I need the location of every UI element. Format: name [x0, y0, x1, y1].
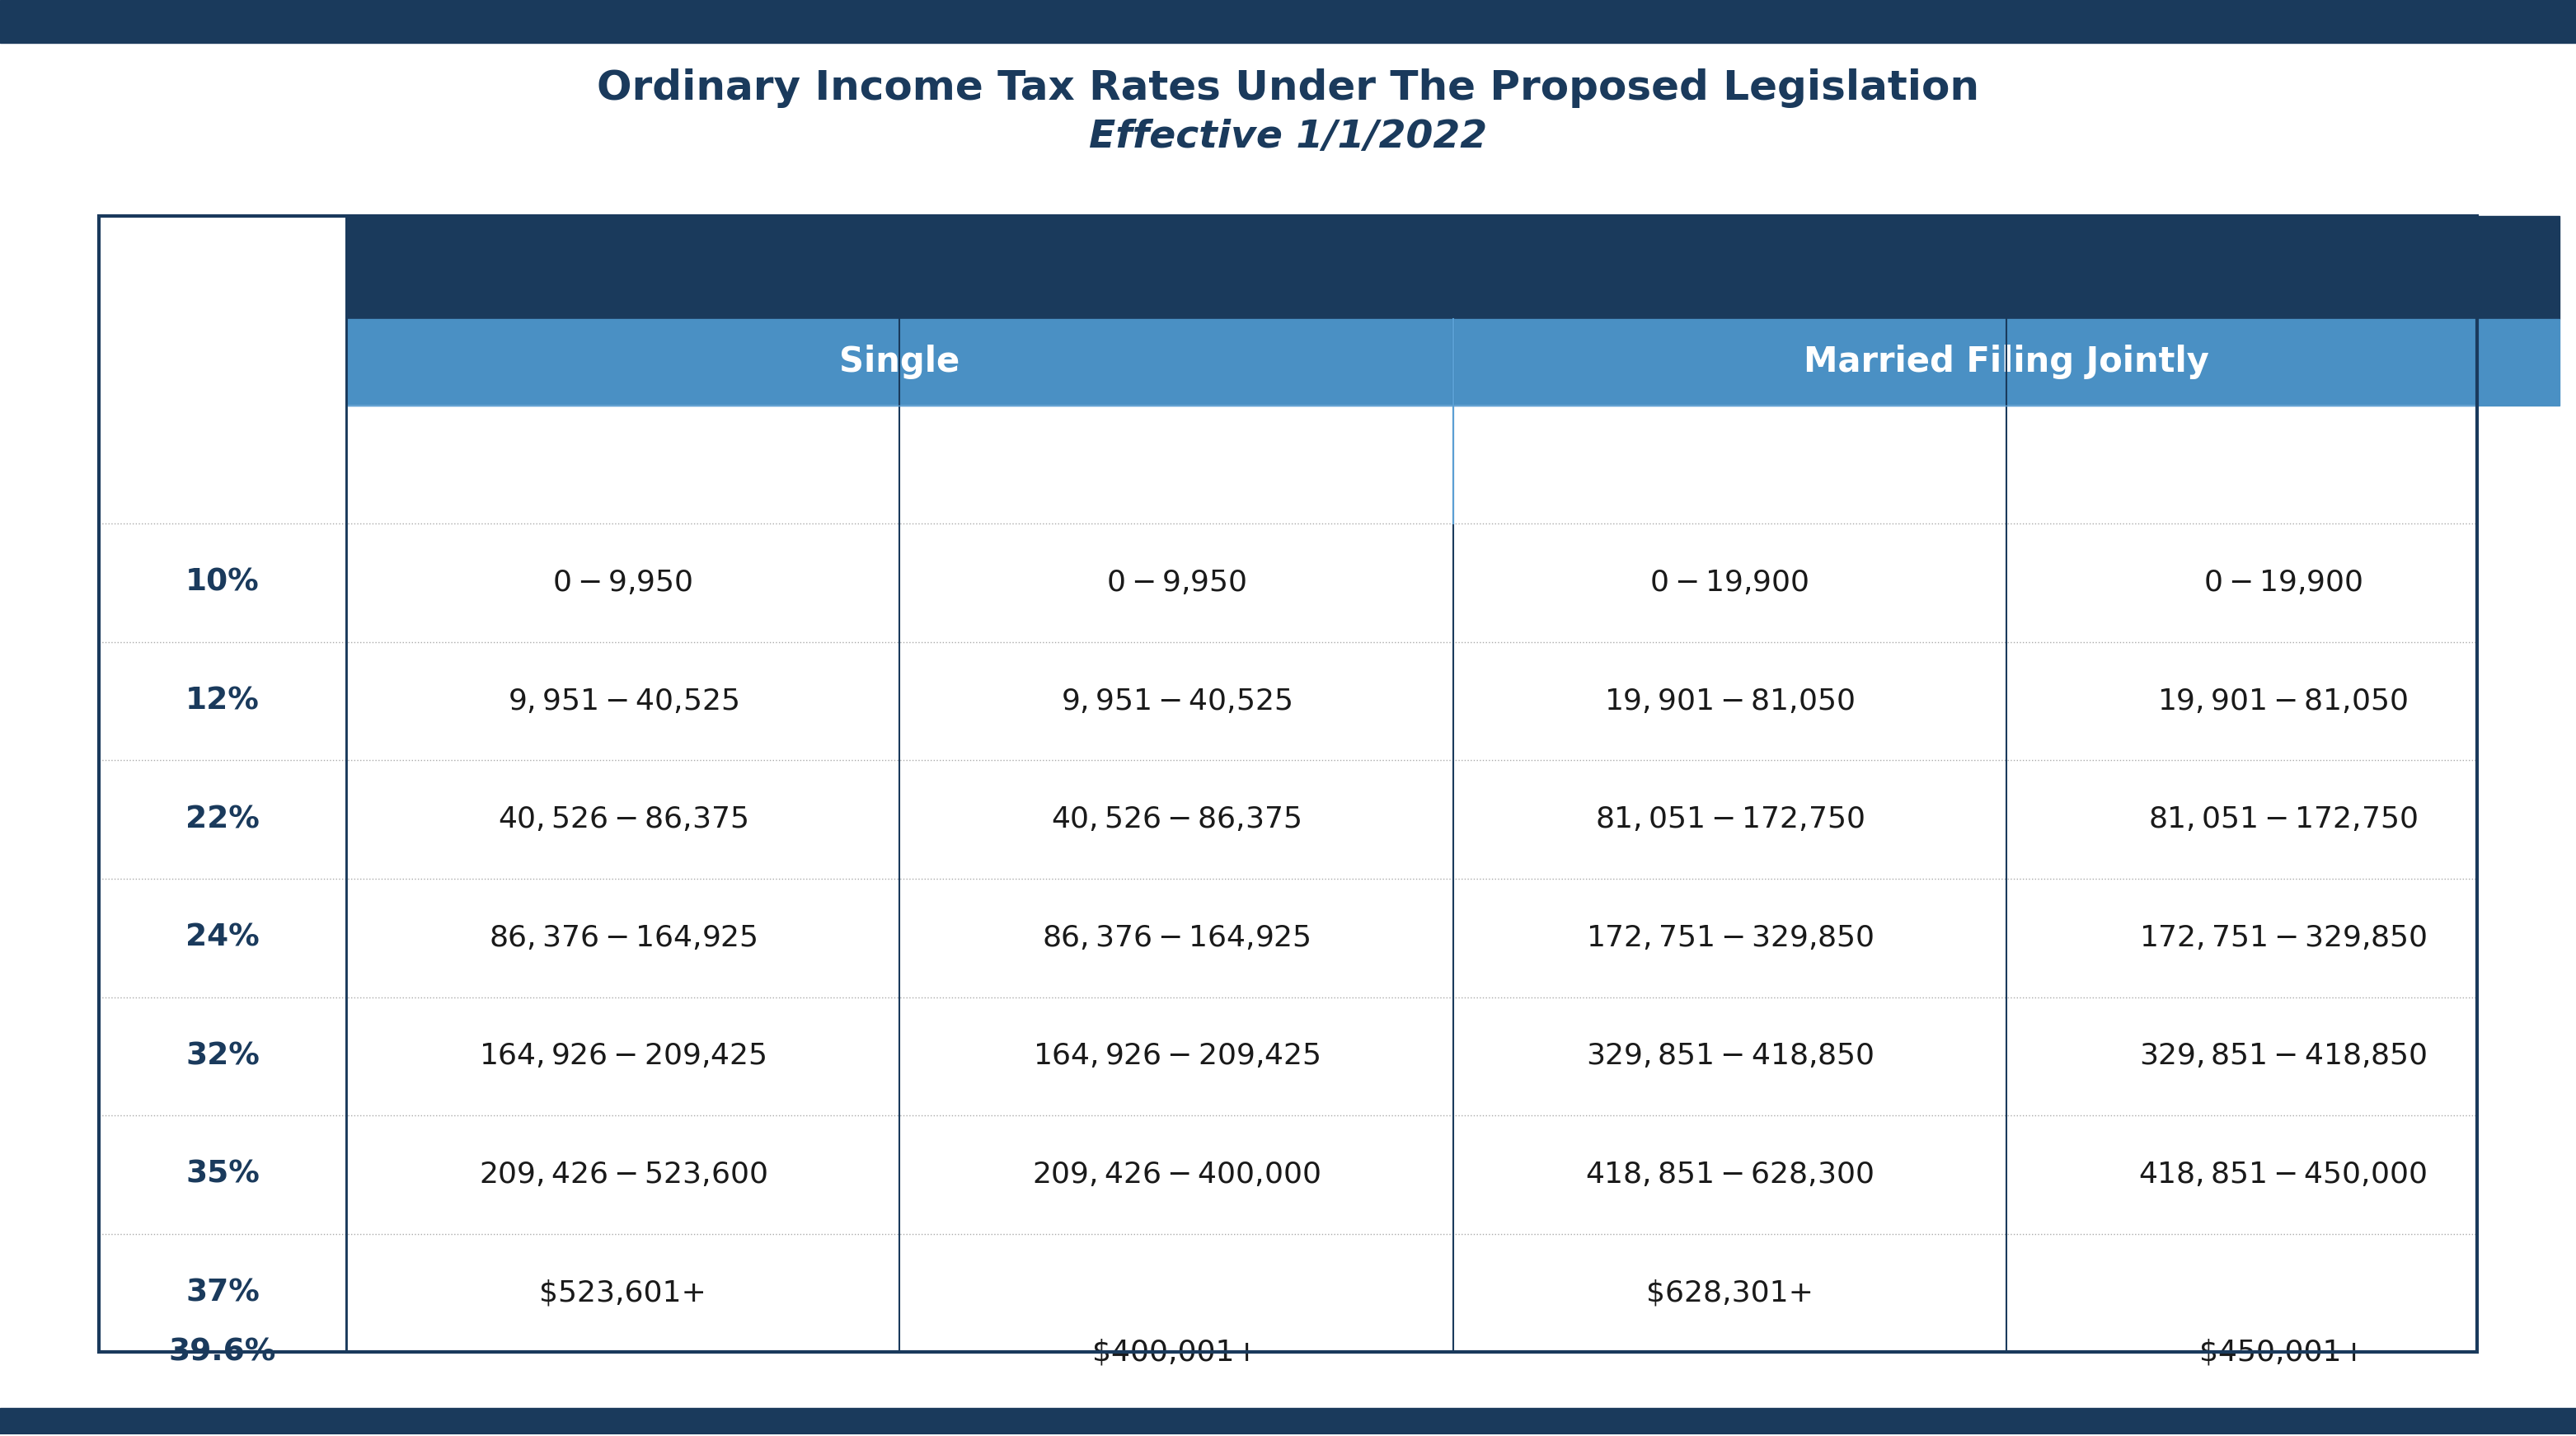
Text: $172,751 - $329,850: $172,751 - $329,850 — [1587, 923, 1873, 952]
Text: $0 - $9,950: $0 - $9,950 — [554, 569, 693, 597]
Text: $329,851 - $418,850: $329,851 - $418,850 — [1587, 1043, 1873, 1070]
Text: $40,526 - $86,375: $40,526 - $86,375 — [1051, 806, 1301, 833]
Text: $628,301+: $628,301+ — [1646, 1279, 1814, 1307]
Text: $0 - $19,900: $0 - $19,900 — [1649, 569, 1808, 597]
Text: $0 - $9,950: $0 - $9,950 — [1105, 569, 1247, 597]
Text: kitces.com LLC: kitces.com LLC — [2342, 1410, 2514, 1433]
Text: Single: Single — [840, 345, 961, 379]
Text: 35%: 35% — [185, 1160, 260, 1189]
Text: $400,001+: $400,001+ — [1092, 1338, 1260, 1366]
Text: $523,601+: $523,601+ — [538, 1279, 706, 1307]
Text: $164,926 - $209,425: $164,926 - $209,425 — [1033, 1043, 1319, 1070]
Text: $209,426 - $523,600: $209,426 - $523,600 — [479, 1160, 768, 1189]
Text: $40,526 - $86,375: $40,526 - $86,375 — [497, 806, 747, 833]
Text: $450,001+: $450,001+ — [2200, 1338, 2367, 1366]
Text: $0 - $19,900: $0 - $19,900 — [2202, 569, 2362, 597]
Text: Effective 1/1/2022: Effective 1/1/2022 — [1090, 119, 1486, 157]
Text: Proposed: Proposed — [1095, 449, 1257, 480]
Text: $86,376 - $164,925: $86,376 - $164,925 — [1043, 923, 1311, 952]
Text: $86,376 - $164,925: $86,376 - $164,925 — [489, 923, 757, 952]
Text: Current: Current — [556, 449, 690, 480]
Text: 10%: 10% — [185, 567, 260, 597]
Text: 32%: 32% — [185, 1041, 260, 1071]
Text: $329,851 - $418,850: $329,851 - $418,850 — [2138, 1043, 2427, 1070]
Text: 12%: 12% — [185, 686, 260, 717]
Text: Current: Current — [1664, 449, 1795, 480]
Text: Married Filing Jointly: Married Filing Jointly — [1803, 345, 2210, 379]
Bar — [899, 319, 1453, 405]
Bar — [1453, 319, 2007, 405]
Text: $9,951 - $40,525: $9,951 - $40,525 — [507, 688, 739, 715]
Text: 24%: 24% — [185, 923, 260, 952]
Text: 22%: 22% — [185, 804, 260, 834]
Text: $19,901 - $81,050: $19,901 - $81,050 — [1605, 688, 1855, 715]
Text: $418,851 - $450,000: $418,851 - $450,000 — [2138, 1160, 2427, 1189]
Text: $418,851 - $628,300: $418,851 - $628,300 — [1584, 1160, 1873, 1189]
Bar — [0, 1409, 2576, 1435]
Bar — [1453, 215, 2561, 319]
Text: $164,926 - $209,425: $164,926 - $209,425 — [479, 1043, 768, 1070]
Text: 39.6%: 39.6% — [170, 1337, 276, 1367]
Bar — [98, 215, 2478, 1353]
Text: Proposed: Proposed — [2200, 449, 2365, 480]
Text: Ordinary Income Tax Rates Under The Proposed Legislation: Ordinary Income Tax Rates Under The Prop… — [598, 69, 1978, 108]
Bar — [0, 0, 2576, 43]
Text: $19,901 - $81,050: $19,901 - $81,050 — [2159, 688, 2409, 715]
Text: $81,051 - $172,750: $81,051 - $172,750 — [1595, 806, 1865, 833]
Text: 37%: 37% — [185, 1278, 260, 1308]
Text: $209,426 - $400,000: $209,426 - $400,000 — [1033, 1160, 1321, 1189]
Text: $81,051 - $172,750: $81,051 - $172,750 — [2148, 806, 2416, 833]
Bar — [2007, 319, 2561, 405]
Bar — [345, 215, 1453, 319]
Text: $172,751 - $329,850: $172,751 - $329,850 — [2138, 923, 2427, 952]
Bar — [345, 319, 899, 405]
Text: $9,951 - $40,525: $9,951 - $40,525 — [1061, 688, 1291, 715]
